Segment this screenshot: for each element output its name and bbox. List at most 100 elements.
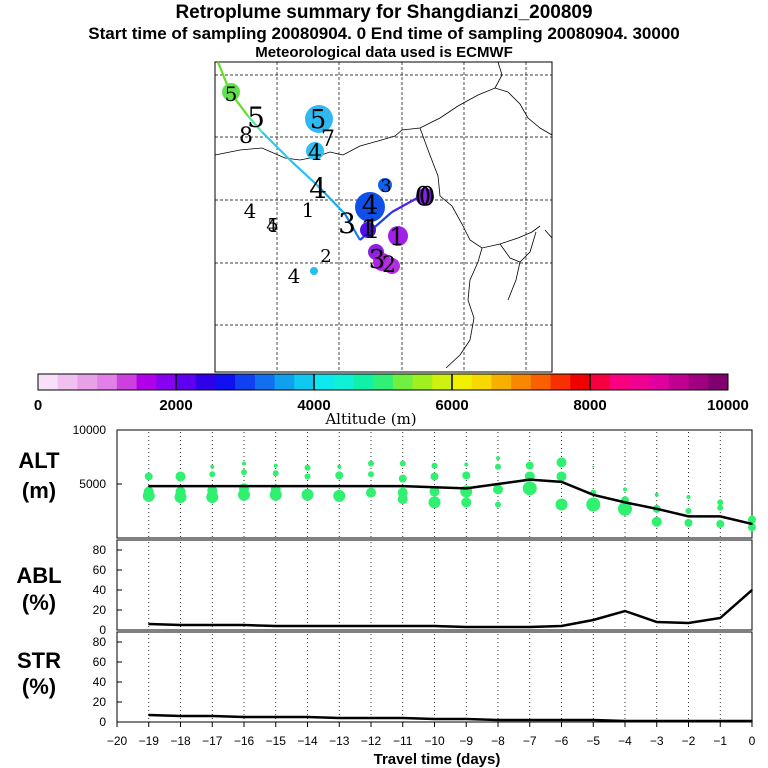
x-tick-label: −8 (491, 734, 505, 748)
cluster-label: 2 (320, 246, 331, 267)
colorbar-swatch (668, 374, 690, 390)
altitude-dot (368, 471, 374, 478)
str-point (274, 716, 277, 718)
altitude-dot (238, 488, 250, 501)
trajectory-segment (344, 213, 361, 241)
panel-alt: 5000 10000 ALT (m) (18, 423, 756, 539)
alt-point (274, 485, 277, 487)
str-point (147, 714, 150, 716)
x-tick-label: −16 (234, 734, 255, 748)
altitude-dot (684, 518, 693, 527)
abl-point (624, 610, 626, 612)
altitude-dot (717, 504, 724, 511)
trajectory-segment (289, 159, 319, 187)
altitude-dot (461, 497, 472, 508)
altitude-dot (397, 494, 408, 505)
str-point (211, 715, 214, 717)
cluster-label: 4 (308, 141, 322, 166)
abl-point (687, 622, 690, 624)
altitude-dot (333, 489, 346, 502)
panel-unit: (%) (22, 674, 56, 699)
colorbar-swatch (688, 374, 709, 390)
x-tick-label: −18 (170, 734, 191, 748)
trajectory-segment (247, 115, 263, 133)
alt-point (528, 478, 531, 481)
alt-point (370, 485, 372, 487)
panel-label: STR (17, 648, 61, 673)
colorbar-tick: 8000 (573, 397, 606, 414)
colorbar-swatch (97, 374, 118, 390)
x-tick-label: −10 (424, 734, 445, 748)
colorbar-frame (37, 373, 729, 391)
str-point (401, 717, 404, 719)
altitude-dot (398, 474, 407, 483)
alt-series-line (148, 478, 753, 526)
sampling-times: Start time of sampling 20080904. 0 End t… (88, 24, 680, 43)
cluster-label: 3 (338, 207, 356, 240)
cluster-blob (306, 142, 324, 160)
altitude-dot (174, 490, 187, 503)
str-point (528, 719, 531, 721)
colorbar-swatch (215, 374, 236, 390)
str-point (306, 716, 309, 718)
abl-point (655, 621, 658, 623)
alt-point (687, 515, 690, 518)
cluster-label: 4 (244, 199, 257, 223)
x-tick-label: −12 (361, 734, 382, 748)
abl-point (592, 619, 595, 621)
str-point (655, 720, 658, 722)
altitude-dot (368, 460, 374, 467)
chart-title: Retroplume summary for Shangdianzi_20080… (175, 2, 593, 23)
x-tick-label: −9 (459, 734, 473, 748)
alt-point (592, 494, 595, 496)
panel-label: ABL (16, 563, 61, 588)
str-point (433, 718, 436, 720)
y-tick-label: 5000 (79, 477, 106, 491)
str-point (687, 720, 690, 722)
y-tick-label: 40 (93, 583, 107, 597)
cluster-label: 1 (302, 198, 315, 222)
x-tick-label: −2 (682, 734, 696, 748)
altitude-dot (210, 464, 215, 469)
alt-point (560, 481, 563, 483)
colorbar-tick-labels: 0 2000 4000 6000 8000 10000 (34, 397, 749, 414)
colorbar-tick: 10000 (707, 397, 749, 414)
altitude-dot (428, 496, 441, 509)
time-series-panels: 500010000ALT(m)020406080ABL(%)020406080S… (16, 423, 756, 729)
panel-abl: 0 20 40 60 80 ABL(%) (16, 539, 753, 637)
cluster-blob (222, 83, 240, 101)
y-tick-label: 0 (99, 623, 106, 637)
abl-point (274, 625, 277, 627)
cluster-label: 1 (364, 215, 381, 245)
altitude-dot (337, 464, 342, 469)
cluster-label: 1 (389, 223, 404, 251)
alt-point (243, 485, 245, 487)
abl-point (465, 626, 468, 628)
colorbar-swatch (176, 374, 197, 390)
altitude-dot (496, 456, 500, 461)
abl-point (243, 624, 245, 626)
altitude-dot (748, 515, 756, 524)
x-tick-label: −6 (555, 734, 569, 748)
cluster-label: 3 (380, 176, 391, 197)
altitude-dot (493, 484, 503, 495)
cluster-label: 5 (267, 215, 278, 236)
colorbar-swatch (77, 374, 98, 390)
x-tick-label: −11 (393, 734, 413, 748)
cluster-blob (305, 105, 333, 133)
map-frame (214, 61, 553, 373)
abl-point (751, 589, 753, 591)
altitude-dot (430, 472, 439, 481)
altitude-dot (556, 457, 567, 468)
y-tick-label: 60 (93, 563, 107, 577)
alt-point (306, 485, 309, 487)
colorbar-swatch (570, 374, 591, 390)
str-point (751, 720, 753, 722)
colorbar-swatch (471, 374, 492, 390)
colorbar-swatch (708, 374, 729, 390)
cluster-label: 5 (225, 82, 238, 106)
str-point (243, 716, 245, 718)
altitude-dot (175, 471, 186, 482)
abl-point (497, 626, 499, 628)
